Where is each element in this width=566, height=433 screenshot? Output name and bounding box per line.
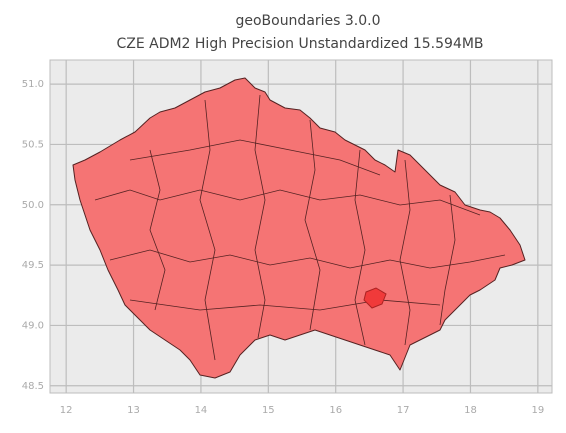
district-borders (94, 94, 506, 361)
chart-title: geoBoundaries 3.0.0 (235, 13, 380, 29)
x-tick-label: 15 (262, 405, 275, 416)
district-border (129, 139, 381, 176)
x-tick-label: 18 (464, 405, 477, 416)
district-border (354, 149, 366, 346)
district-border (149, 149, 166, 311)
highlighted-district (363, 287, 387, 309)
district-border (109, 249, 506, 269)
district-border (439, 194, 456, 326)
chart-subtitle: CZE ADM2 High Precision Unstandardized 1… (116, 36, 483, 52)
x-tick-label: 17 (397, 405, 410, 416)
x-tick-label: 12 (60, 405, 73, 416)
x-tick-label: 16 (329, 405, 342, 416)
district-border (129, 299, 441, 311)
y-tick-label: 48.5 (22, 381, 44, 392)
map-layer (72, 77, 526, 379)
district-border (304, 119, 321, 331)
y-tick-label: 49.0 (22, 320, 44, 331)
y-tick-label: 50.0 (22, 200, 44, 211)
x-tick-label: 14 (195, 405, 208, 416)
district-border (94, 189, 481, 216)
district-border (399, 159, 411, 346)
x-tick-label: 19 (531, 405, 544, 416)
y-tick-label: 50.5 (22, 139, 44, 150)
district-border (199, 99, 216, 361)
x-tick-label: 13 (127, 405, 140, 416)
y-tick-label: 51.0 (22, 79, 44, 90)
y-tick-label: 49.5 (22, 260, 44, 271)
district-border (254, 94, 266, 339)
